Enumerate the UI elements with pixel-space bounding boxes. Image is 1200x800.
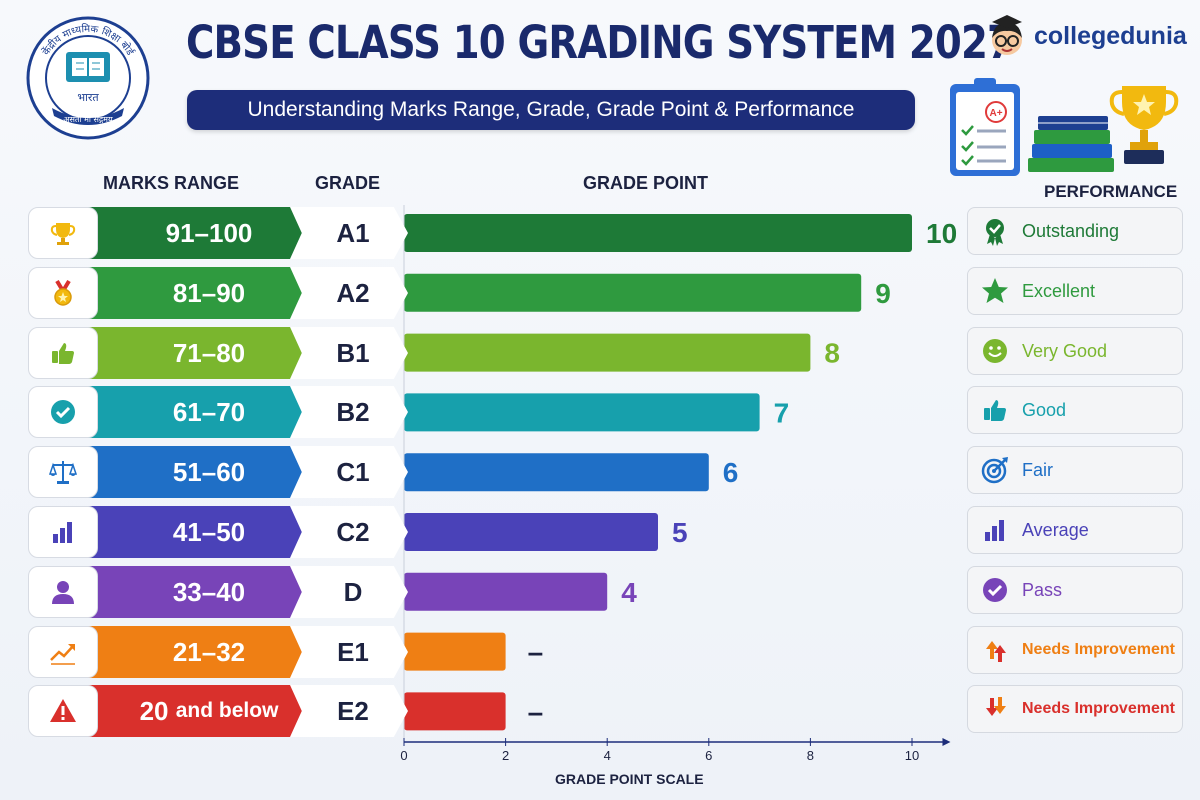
bar-value-label: 5 <box>672 517 688 548</box>
performance-card: Needs Improvement <box>967 685 1183 733</box>
performance-header: PERFORMANCE <box>1044 182 1178 201</box>
grade-label: E1 <box>290 626 408 678</box>
performance-card: Needs Improvement <box>967 626 1183 674</box>
marks-range-number: 20 <box>139 695 169 726</box>
check-circle-icon <box>28 386 98 438</box>
performance-label: Excellent <box>1022 280 1096 301</box>
x-axis-tick-label: 2 <box>502 748 509 763</box>
grade-point-bar <box>404 692 506 731</box>
smiley-icon <box>968 336 1022 366</box>
arrows-down-icon <box>968 694 1022 724</box>
performance-card: Very Good <box>967 327 1183 375</box>
marks-range: 33–40 <box>74 566 322 618</box>
x-axis-tick-label: 10 <box>905 748 919 763</box>
logo-text-mid: भारत <box>77 91 99 104</box>
x-axis-tick-label: 0 <box>400 748 407 763</box>
grade-label: B1 <box>290 327 408 379</box>
x-axis-tick-label: 6 <box>705 748 712 763</box>
grade-point-bar <box>404 214 912 252</box>
thumbs-up-icon <box>28 327 98 379</box>
performance-card: Pass <box>967 566 1183 614</box>
rosette-icon <box>968 216 1022 246</box>
star-icon <box>968 276 1022 306</box>
x-axis-tick-label: 8 <box>807 748 814 763</box>
performance-label: Very Good <box>1022 340 1108 361</box>
bar-chart-icon <box>968 515 1022 545</box>
marks-range: 21–32 <box>74 626 322 678</box>
grade-point-bar <box>404 632 506 671</box>
grade-point-bar <box>404 453 709 492</box>
check-circle-icon <box>968 575 1022 605</box>
header-illustration: A+ <box>950 78 1179 176</box>
grade-point-bar <box>404 513 658 551</box>
grade-label: A1 <box>290 207 408 259</box>
bar-value-label: 7 <box>774 397 790 428</box>
grade-label: E2 <box>290 685 408 737</box>
x-axis-arrow <box>942 738 951 746</box>
performance-label: Outstanding <box>1022 220 1120 241</box>
brand[interactable]: collegedunia <box>986 12 1187 60</box>
clipboard-icon: A+ <box>950 78 1020 176</box>
performance-card: Excellent <box>967 267 1183 315</box>
cbse-logo: केंद्रीय माध्यमिक शिक्षा बोर्ड भारत असतो… <box>26 16 150 140</box>
marks-range: 71–80 <box>74 327 322 379</box>
bar-value-label: – <box>528 696 544 727</box>
marks-range: 81–90 <box>74 267 322 319</box>
marks-range-header: MARKS RANGE <box>103 173 240 193</box>
bar-value-label: 4 <box>621 577 637 608</box>
grade-label: C2 <box>290 506 408 558</box>
grade-label: B2 <box>290 386 408 438</box>
performance-card: Good <box>967 386 1183 434</box>
grade-point-bar <box>404 572 608 611</box>
performance-label: Fair <box>1022 459 1053 480</box>
page-subtitle: Understanding Marks Range, Grade, Grade … <box>187 90 915 130</box>
arrows-up-icon <box>968 635 1022 665</box>
x-axis-tick-label: 4 <box>604 748 611 763</box>
warning-icon <box>28 685 98 737</box>
grade-point-scale-label: GRADE POINT SCALE <box>555 771 704 787</box>
bar-value-label: 9 <box>875 278 891 309</box>
trophy-icon <box>1109 86 1179 164</box>
medal-icon <box>28 267 98 319</box>
grade-point-bar <box>404 273 862 312</box>
bar-value-label: 10 <box>926 218 957 249</box>
performance-label: Pass <box>1022 579 1063 600</box>
marks-range: 61–70 <box>74 386 322 438</box>
trophy-icon <box>28 207 98 259</box>
performance-label: Needs Improvement <box>1022 700 1175 717</box>
marks-range: 51–60 <box>74 446 322 498</box>
grade-label: C1 <box>290 446 408 498</box>
grade-point-header: GRADE POINT <box>583 173 709 193</box>
grade-point-bar <box>404 393 760 432</box>
marks-range-suffix: and below <box>175 699 279 722</box>
performance-card: Outstanding <box>967 207 1183 255</box>
grade-label: D <box>290 566 408 618</box>
performance-card: Average <box>967 506 1183 554</box>
badge-text: A+ <box>989 108 1002 119</box>
bar-value-label: – <box>528 637 544 668</box>
brand-name: collegedunia <box>1034 21 1187 50</box>
grade-label: A2 <box>290 267 408 319</box>
thumbs-up-icon <box>968 395 1022 425</box>
marks-range: 91–100 <box>74 207 322 259</box>
bar-value-label: 8 <box>824 338 840 369</box>
bar-chart-icon <box>28 506 98 558</box>
target-icon <box>968 455 1022 485</box>
books-icon <box>1028 116 1114 172</box>
performance-label: Average <box>1022 519 1089 540</box>
bar-value-label: 6 <box>723 457 739 488</box>
user-icon <box>28 566 98 618</box>
logo-text-bottom: असतो मा सद्गमय <box>63 114 113 124</box>
performance-label: Needs Improvement <box>1022 641 1175 658</box>
balance-scale-icon <box>28 446 98 498</box>
trend-up-icon <box>28 626 98 678</box>
grade-point-bar <box>404 333 811 372</box>
grade-header: GRADE <box>315 173 381 193</box>
performance-card: Fair <box>967 446 1183 494</box>
marks-range: 20 and below <box>74 685 322 737</box>
marks-range: 41–50 <box>74 506 322 558</box>
brand-mascot-icon <box>992 15 1022 55</box>
performance-label: Good <box>1022 399 1067 420</box>
